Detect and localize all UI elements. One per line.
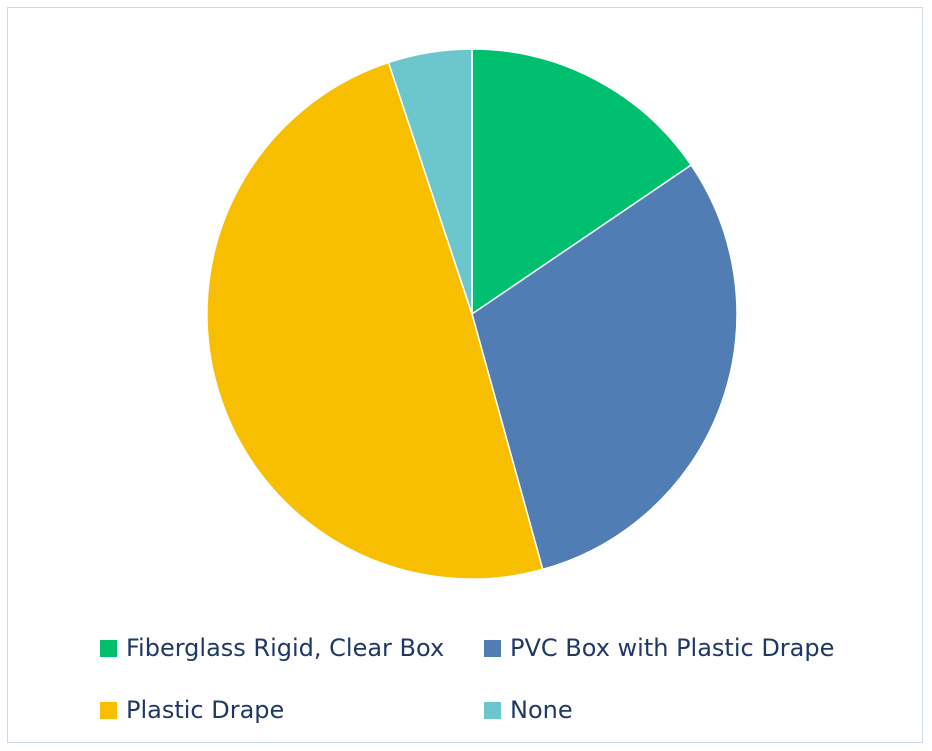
pie-slice-pvc-box-with-plastic-drape	[471, 164, 738, 571]
pie-slice-none	[387, 48, 473, 315]
pie-slice-plastic-drape	[206, 61, 544, 580]
pie-slice-fiberglass-rigid-clear-box	[471, 48, 693, 316]
